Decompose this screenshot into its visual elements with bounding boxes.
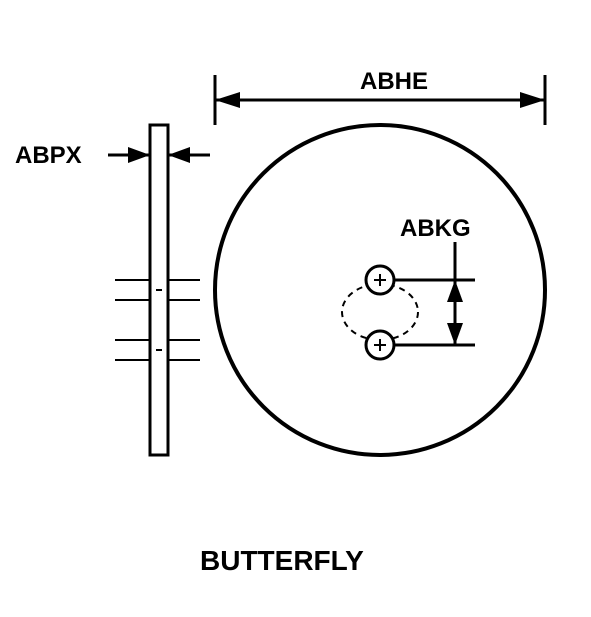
label-abpx: ABPX xyxy=(15,142,82,170)
arrowhead xyxy=(447,280,463,302)
diagram-title: BUTTERFLY xyxy=(200,545,364,577)
arrowhead xyxy=(128,147,150,163)
arrowhead xyxy=(447,323,463,345)
arrowhead xyxy=(215,92,240,108)
arrowhead xyxy=(520,92,545,108)
label-abkg: ABKG xyxy=(400,215,471,243)
label-abhe: ABHE xyxy=(360,68,428,96)
diagram-svg xyxy=(0,0,591,617)
butterfly-diagram: ABHE ABPX ABKG BUTTERFLY xyxy=(0,0,591,617)
arrowhead xyxy=(168,147,190,163)
